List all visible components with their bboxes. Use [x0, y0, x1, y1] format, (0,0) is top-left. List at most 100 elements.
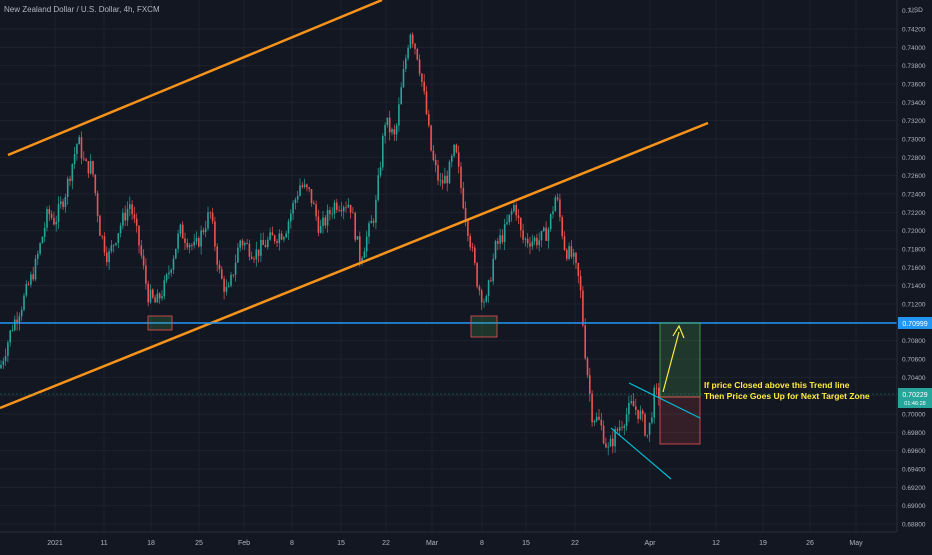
candle-body: [582, 290, 584, 326]
candle-body: [423, 81, 425, 92]
time-tick-label: 15: [522, 540, 530, 547]
candle-body: [147, 283, 149, 303]
candle-body: [547, 229, 550, 241]
candle-body: [563, 236, 566, 250]
price-tick-label: 0.70400: [902, 375, 926, 382]
candle-body: [446, 175, 448, 184]
candle-body: [9, 330, 11, 343]
price-tick-label: 0.74000: [902, 45, 926, 52]
candle-body: [524, 238, 527, 240]
candle-body: [161, 296, 163, 299]
price-tick-label: 0.73200: [902, 118, 926, 125]
support-zone-box-2[interactable]: [470, 315, 498, 338]
candle-body: [467, 220, 469, 237]
candle-body: [94, 174, 97, 194]
time-tick-label: 22: [571, 540, 579, 547]
candle-body: [361, 258, 363, 262]
candle-body: [448, 161, 451, 184]
candle-body: [145, 265, 147, 284]
candle-body: [221, 269, 223, 279]
candle-body: [536, 237, 538, 246]
wedge-upper-line[interactable]: [628, 382, 701, 419]
candle-body: [554, 197, 557, 212]
candle-body: [138, 225, 140, 246]
candle-body: [32, 274, 34, 280]
candle-body: [483, 301, 485, 303]
candle-body: [653, 387, 655, 418]
price-tick-label: 0.71600: [902, 265, 926, 272]
candle-body: [338, 209, 340, 211]
candle-body: [623, 426, 626, 428]
target-zone-box[interactable]: [659, 322, 701, 398]
wedge-lower-line[interactable]: [610, 427, 672, 480]
candle-body: [579, 276, 582, 291]
candle-body: [345, 207, 347, 209]
candle-body: [244, 243, 246, 246]
candle-body: [262, 240, 264, 245]
candle-body: [27, 283, 30, 285]
candle-body: [646, 434, 649, 436]
price-tick-label: 0.72600: [902, 173, 926, 180]
time-axis[interactable]: 2021 11 18 25 Feb 8 15 22 Mar 8 15 22 Apr 12 19 26 May: [0, 531, 932, 550]
candle-body: [474, 247, 476, 263]
candle-body: [83, 158, 85, 160]
price-axis[interactable]: USD 0.7... 0.74200 0.74000 0.73800 0.73600 0…: [896, 0, 932, 550]
stop-zone-box[interactable]: [659, 396, 701, 445]
candle-body: [14, 319, 16, 331]
candle-body: [506, 222, 508, 225]
time-tick-label: 8: [290, 540, 294, 547]
candle-body: [637, 409, 639, 419]
candle-body: [460, 166, 462, 188]
candle-body: [384, 124, 386, 136]
candle-body: [198, 237, 200, 247]
candle-body: [303, 184, 306, 188]
candle-body: [621, 427, 623, 429]
candle-body: [382, 135, 384, 168]
candle-body: [572, 252, 575, 257]
candle-body: [193, 241, 195, 246]
candle-body: [214, 221, 216, 247]
candle-body: [37, 253, 39, 259]
candle-body: [400, 87, 402, 105]
channel-upper-line[interactable]: [7, 0, 383, 157]
candle-body: [64, 197, 67, 208]
candle-body: [342, 207, 345, 212]
candle-body: [538, 240, 540, 246]
time-tick-label: 15: [337, 540, 345, 547]
candle-body: [310, 189, 313, 204]
candle-body: [260, 240, 262, 256]
candle-body: [520, 218, 522, 231]
candle-body: [119, 225, 122, 234]
chart-drawings: [0, 0, 897, 480]
candle-body: [411, 34, 414, 44]
trade-annotation[interactable]: If price Closed above this Trend line Th…: [704, 380, 870, 402]
candle-body: [294, 199, 297, 204]
candle-body: [267, 239, 269, 248]
candle-body: [589, 375, 591, 394]
candle-body: [476, 262, 478, 287]
candle-body: [375, 199, 377, 223]
candle-body: [494, 241, 497, 259]
candle-body: [600, 419, 603, 426]
candle-body: [469, 236, 471, 248]
support-zone-box-1[interactable]: [147, 315, 173, 331]
candle-body: [331, 213, 333, 215]
candle-body: [421, 73, 423, 82]
candle-body: [602, 425, 605, 444]
candle-body: [117, 233, 120, 244]
channel-lower-line[interactable]: [0, 121, 709, 410]
candlestick-series: [0, 32, 660, 456]
candle-body: [276, 241, 278, 243]
candle-body: [92, 161, 94, 175]
candle-body: [34, 258, 37, 280]
candle-body: [18, 316, 21, 323]
candle-body: [326, 210, 329, 226]
time-tick-label: May: [849, 540, 863, 547]
resistance-price-badge-label: 0.70999: [902, 321, 927, 328]
candle-body: [598, 416, 600, 420]
candle-body: [425, 91, 428, 115]
candle-body: [156, 293, 159, 303]
candle-body: [644, 414, 646, 436]
